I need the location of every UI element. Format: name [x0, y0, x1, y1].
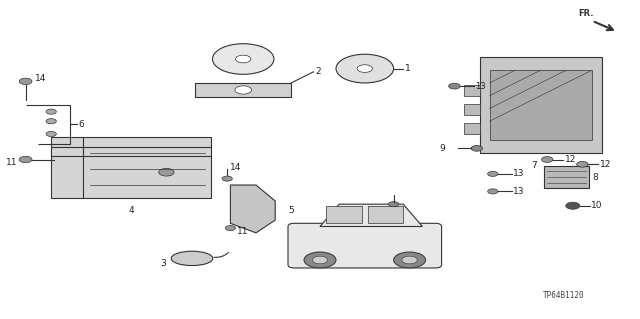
Text: 9: 9: [439, 144, 445, 153]
Circle shape: [212, 44, 274, 74]
Text: 5: 5: [288, 206, 294, 215]
Text: 4: 4: [129, 206, 134, 215]
Text: 7: 7: [532, 161, 537, 170]
Circle shape: [471, 145, 483, 151]
Circle shape: [46, 119, 56, 124]
FancyBboxPatch shape: [480, 57, 602, 153]
Text: 2: 2: [315, 67, 321, 76]
Text: 3: 3: [160, 259, 166, 268]
Circle shape: [402, 256, 417, 264]
Text: 10: 10: [591, 201, 603, 210]
Text: 8: 8: [592, 173, 598, 182]
Circle shape: [566, 202, 580, 209]
Circle shape: [235, 86, 252, 94]
Circle shape: [19, 156, 32, 163]
Circle shape: [541, 157, 553, 162]
Text: FR.: FR.: [578, 9, 593, 18]
Circle shape: [388, 202, 399, 207]
Circle shape: [394, 252, 426, 268]
Bar: [368, 206, 403, 223]
Bar: [464, 123, 480, 134]
Circle shape: [488, 171, 498, 176]
FancyBboxPatch shape: [544, 166, 589, 188]
Bar: [326, 206, 362, 223]
Polygon shape: [320, 204, 422, 226]
Circle shape: [304, 252, 336, 268]
Text: 6: 6: [78, 120, 84, 129]
Circle shape: [357, 65, 372, 72]
Bar: [490, 70, 592, 140]
Circle shape: [159, 168, 174, 176]
Bar: [464, 85, 480, 96]
Circle shape: [19, 78, 32, 85]
Circle shape: [336, 54, 394, 83]
Circle shape: [312, 256, 328, 264]
Text: 14: 14: [230, 163, 242, 172]
Circle shape: [488, 189, 498, 194]
Circle shape: [225, 226, 236, 231]
Text: 11: 11: [237, 227, 248, 236]
Text: 13: 13: [513, 187, 525, 196]
Text: 12: 12: [600, 160, 611, 169]
Circle shape: [46, 109, 56, 114]
Circle shape: [449, 83, 460, 89]
Circle shape: [222, 176, 232, 181]
Circle shape: [577, 161, 588, 167]
Text: 12: 12: [564, 155, 576, 164]
Text: 14: 14: [35, 74, 47, 83]
Text: 1: 1: [404, 64, 410, 73]
Text: 13: 13: [513, 169, 525, 178]
Text: 11: 11: [6, 158, 18, 167]
FancyBboxPatch shape: [288, 223, 442, 268]
FancyBboxPatch shape: [51, 137, 211, 198]
Circle shape: [46, 131, 56, 137]
Circle shape: [236, 55, 251, 63]
Polygon shape: [230, 185, 275, 233]
Ellipse shape: [172, 251, 212, 265]
Polygon shape: [195, 83, 291, 97]
Bar: [464, 104, 480, 115]
Text: 13: 13: [475, 82, 486, 91]
Text: TP64B1120: TP64B1120: [542, 291, 584, 300]
